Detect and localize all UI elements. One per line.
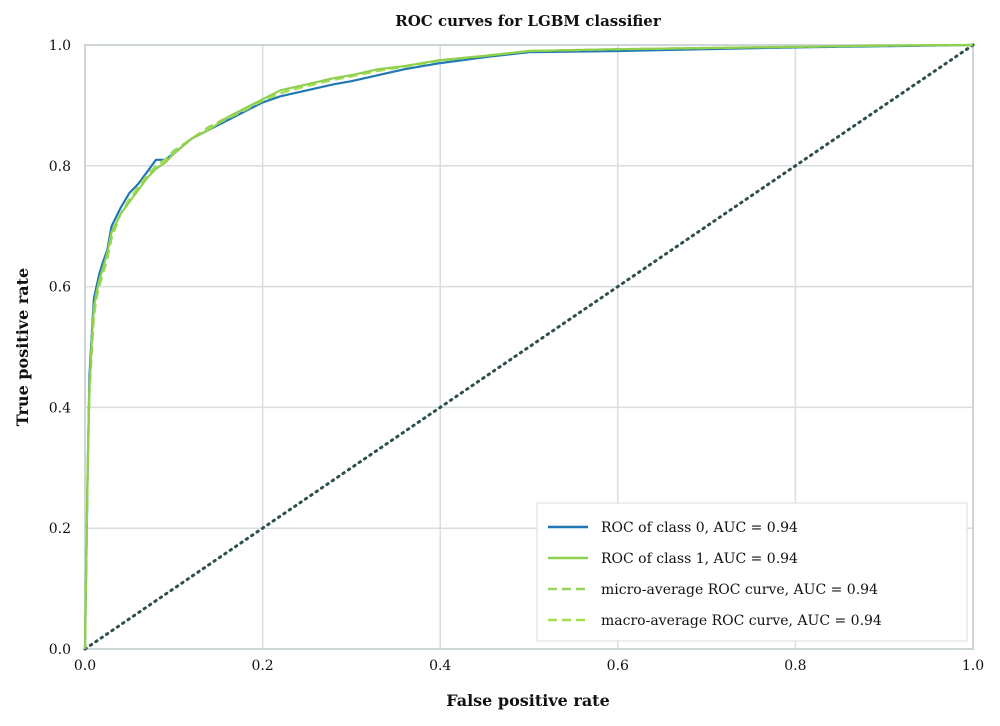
legend-label: macro-average ROC curve, AUC = 0.94 [601, 613, 882, 629]
y-tick-label: 0.0 [49, 642, 71, 658]
chart-title: ROC curves for LGBM classifier [395, 12, 662, 30]
y-axis-label: True positive rate [13, 268, 32, 426]
plot-frame [84, 44, 974, 650]
x-tick-label: 0.2 [251, 658, 273, 674]
y-tick-label: 1.0 [49, 38, 71, 54]
y-tick-label: 0.4 [49, 400, 71, 416]
x-tick-label: 0.8 [784, 658, 806, 674]
grid-lines [85, 45, 973, 649]
x-tick-label: 1.0 [962, 658, 984, 674]
legend-label: ROC of class 0, AUC = 0.94 [601, 520, 798, 536]
y-tick-label: 0.8 [49, 159, 71, 175]
x-tick-label: 0.0 [74, 658, 96, 674]
legend: ROC of class 0, AUC = 0.94 ROC of class 1… [536, 502, 968, 642]
legend-label: ROC of class 1, AUC = 0.94 [601, 551, 798, 567]
series-layer [83, 43, 975, 651]
x-axis-label: False positive rate [446, 691, 610, 710]
y-tick-label: 0.2 [49, 521, 71, 537]
x-tick-label: 0.6 [607, 658, 629, 674]
legend-label: micro-average ROC curve, AUC = 0.94 [601, 582, 878, 598]
x-axis-ticks: 0.0 0.2 0.4 0.6 0.8 1.0 [74, 658, 984, 674]
legend-box [536, 502, 968, 642]
x-tick-label: 0.4 [429, 658, 451, 674]
y-tick-label: 0.6 [49, 280, 71, 296]
y-axis-ticks: 0.0 0.2 0.4 0.6 0.8 1.0 [49, 38, 71, 658]
roc-class-1-line [83, 43, 974, 650]
